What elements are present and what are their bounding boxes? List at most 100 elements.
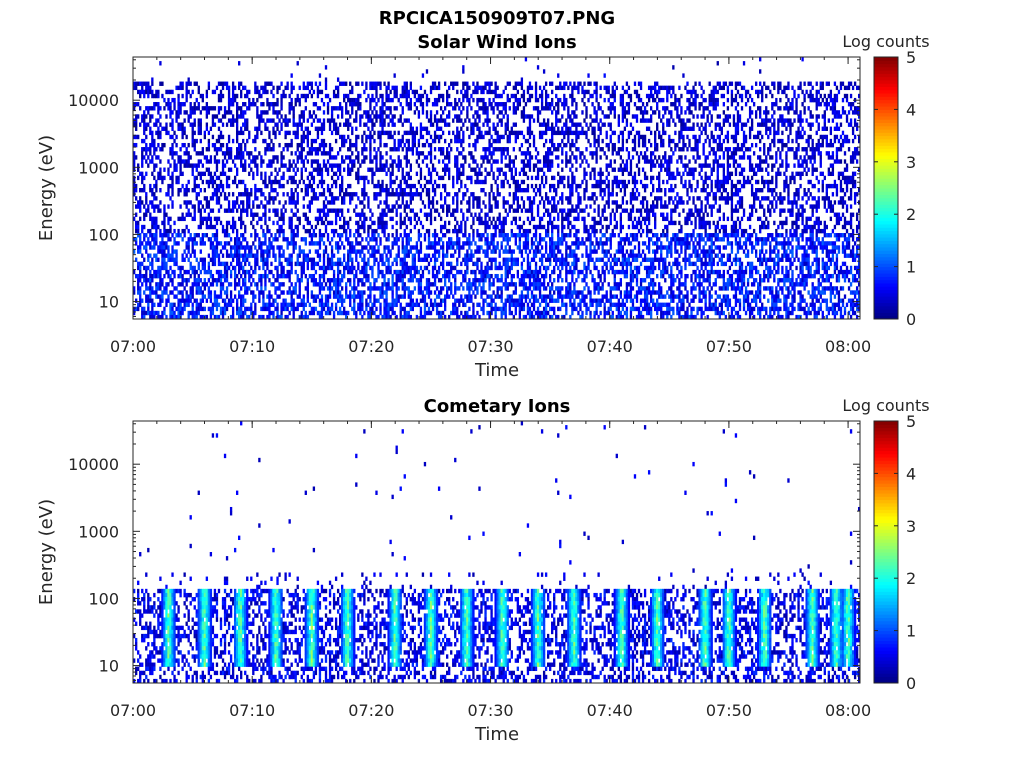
heatmap-cell bbox=[502, 183, 505, 189]
heatmap-cell bbox=[456, 310, 459, 316]
heatmap-cell bbox=[171, 118, 174, 123]
heatmap-cell bbox=[318, 278, 322, 283]
heatmap-cell bbox=[494, 89, 497, 95]
heatmap-cell bbox=[486, 269, 489, 275]
heatmap-cell bbox=[282, 212, 285, 217]
heatmap-cell bbox=[332, 155, 336, 160]
heatmap-cell bbox=[312, 118, 316, 123]
heatmap-cell bbox=[326, 233, 330, 238]
heatmap-cell bbox=[229, 118, 233, 123]
heatmap-cell bbox=[456, 155, 459, 160]
heatmap-cell bbox=[197, 208, 200, 213]
heatmap-cell bbox=[260, 282, 263, 287]
heatmap-cell bbox=[207, 142, 211, 148]
heatmap-cell bbox=[462, 171, 465, 177]
heatmap-cell bbox=[480, 273, 483, 279]
heatmap-cell bbox=[437, 81, 441, 86]
heatmap-cell bbox=[165, 130, 168, 136]
heatmap-cell bbox=[361, 298, 364, 303]
heatmap-cell bbox=[238, 306, 241, 312]
heatmap-cell bbox=[478, 249, 481, 254]
heatmap-cell bbox=[258, 265, 261, 271]
heatmap-cell bbox=[338, 306, 342, 312]
heatmap-cell bbox=[278, 142, 281, 148]
heatmap-cell bbox=[177, 122, 180, 127]
heatmap-cell bbox=[221, 188, 225, 193]
heatmap-cell bbox=[377, 286, 380, 291]
heatmap-cell bbox=[191, 294, 194, 299]
heatmap-cell bbox=[290, 302, 293, 308]
heatmap-cell bbox=[500, 155, 503, 160]
heatmap-cell bbox=[151, 314, 154, 320]
heatmap-cell bbox=[133, 290, 136, 295]
heatmap-cell bbox=[441, 233, 445, 238]
heatmap-cell bbox=[429, 179, 433, 185]
heatmap-cell bbox=[379, 220, 382, 226]
heatmap-cell bbox=[205, 122, 209, 127]
heatmap-cell bbox=[149, 142, 152, 148]
heatmap-cell bbox=[177, 241, 180, 246]
heatmap-cell bbox=[306, 188, 309, 193]
heatmap-cell bbox=[476, 102, 479, 107]
heatmap-cell bbox=[302, 114, 305, 119]
heatmap-cell bbox=[391, 171, 394, 177]
heatmap-cell bbox=[175, 306, 178, 312]
heatmap-cell bbox=[433, 138, 437, 144]
heatmap-cell bbox=[256, 196, 259, 201]
heatmap-cell bbox=[167, 273, 170, 279]
heatmap-cell bbox=[163, 224, 166, 230]
heatmap-cell bbox=[143, 273, 146, 279]
heatmap-cell bbox=[316, 167, 320, 172]
heatmap-cell bbox=[371, 122, 374, 127]
heatmap-cell bbox=[207, 212, 211, 217]
heatmap-cell bbox=[282, 147, 285, 152]
heatmap-cell bbox=[191, 306, 194, 312]
heatmap-cell bbox=[155, 294, 158, 299]
heatmap-cell bbox=[254, 126, 257, 131]
heatmap-cell bbox=[294, 163, 297, 168]
heatmap-cell bbox=[429, 114, 433, 119]
heatmap-cell bbox=[153, 142, 156, 148]
heatmap-cell bbox=[361, 151, 364, 156]
heatmap-cell bbox=[181, 257, 184, 262]
heatmap-cell bbox=[260, 175, 263, 181]
heatmap-cell bbox=[437, 302, 441, 308]
heatmap-cell bbox=[254, 192, 257, 197]
heatmap-cell bbox=[466, 261, 469, 267]
heatmap-cell bbox=[448, 241, 451, 246]
heatmap-cell bbox=[476, 110, 479, 115]
heatmap-cell bbox=[456, 179, 459, 185]
heatmap-cell bbox=[248, 273, 251, 279]
heatmap-cell bbox=[260, 110, 263, 115]
heatmap-cell bbox=[153, 310, 156, 316]
heatmap-cell bbox=[324, 212, 328, 217]
heatmap-cell bbox=[294, 97, 297, 103]
heatmap-cell bbox=[458, 114, 461, 119]
heatmap-cell bbox=[399, 216, 402, 222]
heatmap-cell bbox=[187, 257, 190, 262]
heatmap-cell bbox=[379, 188, 382, 193]
heatmap-cell bbox=[318, 212, 322, 217]
heatmap-cell bbox=[302, 298, 305, 303]
heatmap-cell bbox=[211, 261, 215, 267]
heatmap-cell bbox=[338, 171, 342, 177]
heatmap-cell bbox=[468, 298, 471, 303]
heatmap-cell bbox=[375, 81, 378, 86]
heatmap-cell bbox=[233, 155, 237, 160]
heatmap-cell bbox=[135, 85, 138, 91]
heatmap-cell bbox=[482, 147, 485, 152]
heatmap-cell bbox=[389, 302, 392, 308]
heatmap-cell bbox=[278, 253, 281, 258]
heatmap-cell bbox=[233, 241, 237, 246]
heatmap-cell bbox=[468, 286, 471, 291]
heatmap-cell bbox=[417, 97, 421, 103]
heatmap-cell bbox=[369, 237, 372, 242]
heatmap-cell bbox=[433, 134, 437, 140]
heatmap-cell bbox=[298, 282, 301, 287]
heatmap-cell bbox=[318, 163, 322, 168]
heatmap-cell bbox=[379, 200, 382, 205]
heatmap-cell bbox=[195, 302, 198, 308]
heatmap-cell bbox=[221, 228, 225, 234]
heatmap-cell bbox=[316, 249, 320, 254]
heatmap-cell bbox=[320, 298, 324, 303]
